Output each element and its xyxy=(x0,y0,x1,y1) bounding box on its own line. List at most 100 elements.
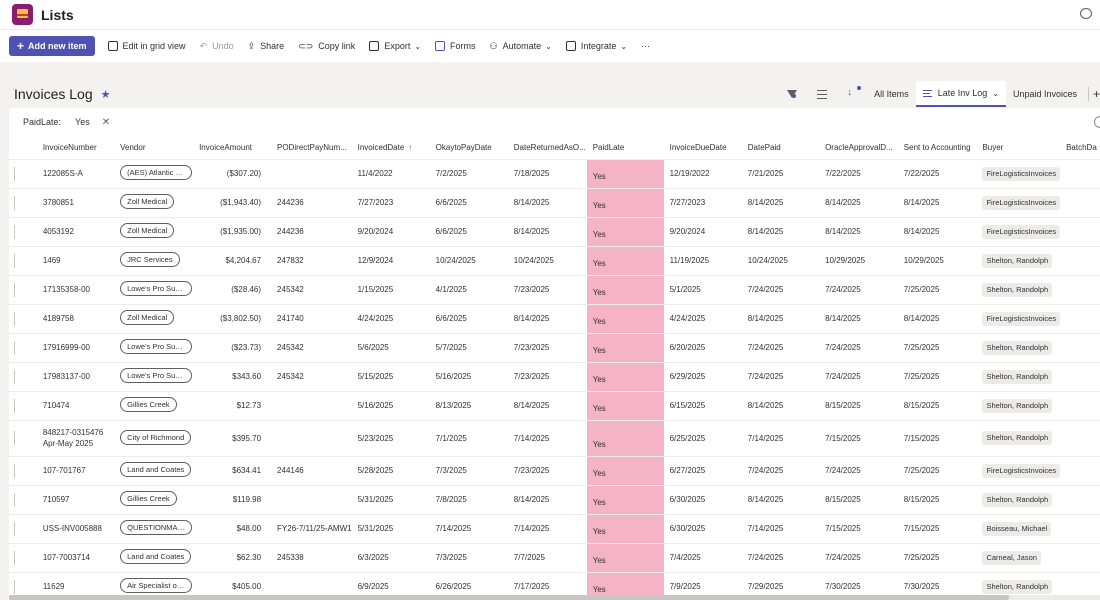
table-row[interactable]: 848217-0315476 Apr-May 2025 City of Richmo… xyxy=(9,420,1100,457)
cell-invoice-number[interactable]: 17135358-00 xyxy=(36,275,115,305)
table-row[interactable]: 17135358-00 Lowe's Pro Sup... ($28.46) 2453… xyxy=(9,275,1100,305)
cell-invoice-number[interactable]: 107-701767 xyxy=(36,456,115,486)
row-select[interactable] xyxy=(9,485,37,515)
vendor-pill[interactable]: (AES) Atlantic E... xyxy=(120,165,193,180)
table-row[interactable]: 4053192 Zoll Medical ($1,935.00) 244236 9/20… xyxy=(9,217,1100,247)
table-row[interactable]: 107-7003714 Land and Coates $62.30 245338 6/… xyxy=(9,543,1100,573)
column-header-datereturned[interactable]: DateReturnedAsO... xyxy=(507,136,587,160)
row-select[interactable] xyxy=(9,304,37,334)
table-row[interactable]: 17916999-00 Lowe's Pro Sup... ($23.73) 2453… xyxy=(9,333,1100,363)
sort-icon[interactable] xyxy=(847,85,862,99)
cell-invoice-number[interactable]: 3780851 xyxy=(36,188,115,218)
export-button[interactable]: Export ⌄ xyxy=(369,41,421,51)
cell-invoice-number[interactable]: 848217-0315476 Apr-May 2025 xyxy=(36,420,115,457)
add-new-item-button[interactable]: + Add new item xyxy=(9,36,95,56)
column-header-invoicenumber[interactable]: InvoiceNumber xyxy=(36,136,115,160)
buyer-chip[interactable]: Shelton, Randolph xyxy=(982,369,1053,384)
row-select[interactable] xyxy=(9,246,37,276)
tab-late-inv-log[interactable]: Late Inv Log ⌄ xyxy=(915,81,1006,107)
table-row[interactable]: USS-INV005888 QUESTIONMARK $48.00 FY26-7/11… xyxy=(9,514,1100,544)
column-header-po[interactable]: PODirectPayNum... xyxy=(271,136,352,160)
row-select[interactable] xyxy=(9,543,37,573)
column-header-batchdate[interactable]: BatchDa xyxy=(1060,136,1100,160)
column-header-invoiceduedate[interactable]: InvoiceDueDate xyxy=(663,136,742,160)
copy-link-button[interactable]: ⊂⊃ Copy link xyxy=(298,41,355,52)
column-header-invoiceamount[interactable]: InvoiceAmount xyxy=(193,136,272,160)
undo-button[interactable]: ↶ Undo xyxy=(200,41,234,52)
vendor-pill[interactable]: Zoll Medical xyxy=(120,194,175,209)
vendor-pill[interactable]: Lowe's Pro Sup... xyxy=(120,281,193,296)
row-select[interactable] xyxy=(9,362,37,392)
automate-button[interactable]: ⚇ Automate ⌄ xyxy=(490,41,552,52)
column-header-buyer[interactable]: Buyer xyxy=(976,136,1061,160)
column-header-okaytopaydate[interactable]: OkaytoPayDate xyxy=(429,136,508,160)
forms-button[interactable]: Forms xyxy=(435,41,476,51)
filter-pane-toggle-icon[interactable] xyxy=(1094,116,1100,128)
row-select[interactable] xyxy=(9,333,37,363)
filter-icon[interactable] xyxy=(787,90,798,98)
row-select[interactable] xyxy=(9,188,37,218)
select-all-column[interactable] xyxy=(9,136,37,160)
lists-app-icon[interactable] xyxy=(12,4,33,25)
edit-grid-view-button[interactable]: Edit in grid view xyxy=(107,41,186,51)
cell-invoice-number[interactable]: 4189758 xyxy=(36,304,115,334)
comments-icon[interactable] xyxy=(1080,8,1092,19)
vendor-pill[interactable]: Gillies Creek xyxy=(120,397,177,412)
table-row[interactable]: 17983137-00 Lowe's Pro Sup... $343.60 24534… xyxy=(9,362,1100,392)
table-row[interactable]: 710597 Gillies Creek $119.98 5/31/2025 7/8/2… xyxy=(9,485,1100,515)
cell-invoice-number[interactable]: 4053192 xyxy=(36,217,115,247)
table-row[interactable]: 107-701767 Land and Coates $634.41 244146 5/… xyxy=(9,456,1100,486)
cell-invoice-number[interactable]: 710474 xyxy=(36,391,115,421)
column-header-invoiceddate[interactable]: InvoicedDate ↑ xyxy=(351,136,430,160)
table-row[interactable]: 3780851 Zoll Medical ($1,943.40) 244236 7/27… xyxy=(9,188,1100,218)
buyer-chip[interactable]: Shelton, Randolph xyxy=(982,431,1053,445)
cell-invoice-number[interactable]: 17983137-00 xyxy=(36,362,115,392)
buyer-chip[interactable]: FireLogisticsInvoices xyxy=(982,224,1061,239)
view-options-icon[interactable] xyxy=(817,89,828,99)
table-row[interactable]: 1469 JRC Services $4,204.67 247832 12/9/2024… xyxy=(9,246,1100,276)
vendor-pill[interactable]: Land and Coates xyxy=(120,462,192,477)
vendor-pill[interactable]: Land and Coates xyxy=(120,549,192,564)
share-button[interactable]: ⇪ Share xyxy=(248,41,285,52)
app-title[interactable]: Lists xyxy=(41,6,74,23)
tab-all-items[interactable]: All Items xyxy=(867,81,916,107)
buyer-chip[interactable]: FireLogisticsInvoices xyxy=(982,311,1061,326)
cell-invoice-number[interactable]: 107-7003714 xyxy=(36,543,115,573)
buyer-chip[interactable]: FireLogisticsInvoices xyxy=(982,195,1061,210)
row-select[interactable] xyxy=(9,514,37,544)
buyer-chip[interactable]: Shelton, Randolph xyxy=(982,340,1053,355)
integrate-button[interactable]: Integrate ⌄ xyxy=(565,41,627,51)
buyer-chip[interactable]: Shelton, Randolph xyxy=(982,398,1053,413)
row-select[interactable] xyxy=(9,420,37,457)
cell-invoice-number[interactable]: 1469 xyxy=(36,246,115,276)
row-select[interactable] xyxy=(9,275,37,305)
vendor-pill[interactable]: Lowe's Pro Sup... xyxy=(120,368,193,383)
buyer-chip[interactable]: Boisseau, Michael xyxy=(982,521,1052,536)
cell-invoice-number[interactable]: 122085S-A xyxy=(36,159,115,189)
vendor-pill[interactable]: Lowe's Pro Sup... xyxy=(120,339,193,354)
buyer-chip[interactable]: Shelton, Randolph xyxy=(982,282,1053,297)
column-header-sent-to-accounting[interactable]: Sent to Accounting xyxy=(897,136,977,160)
table-row[interactable]: 4189758 Zoll Medical ($3,802.50) 241740 4/24… xyxy=(9,304,1100,334)
filter-value[interactable]: Yes xyxy=(75,117,90,127)
vendor-pill[interactable]: Zoll Medical xyxy=(120,223,175,238)
vendor-pill[interactable]: Zoll Medical xyxy=(120,310,175,325)
cell-invoice-number[interactable]: USS-INV005888 xyxy=(36,514,115,544)
column-header-oracleapproval[interactable]: OracleApprovalD... xyxy=(819,136,898,160)
clear-filter-icon[interactable]: ✕ xyxy=(101,116,111,128)
cell-invoice-number[interactable]: 17916999-00 xyxy=(36,333,115,363)
vendor-pill[interactable]: Air Specialist of ... xyxy=(120,578,193,593)
add-view-button[interactable]: + xyxy=(1087,87,1100,101)
row-select[interactable] xyxy=(9,456,37,486)
cell-invoice-number[interactable]: 710597 xyxy=(36,485,115,515)
vendor-pill[interactable]: JRC Services xyxy=(120,252,180,267)
vendor-pill[interactable]: QUESTIONMARK xyxy=(120,520,193,535)
row-select[interactable] xyxy=(9,159,37,189)
more-commands-button[interactable]: ··· xyxy=(641,41,651,51)
buyer-chip[interactable]: Carneal, Jason xyxy=(982,550,1041,565)
table-row[interactable]: 122085S-A (AES) Atlantic E... ($307.20) 11/… xyxy=(9,159,1100,189)
favorite-star-icon[interactable]: ★ xyxy=(100,88,111,101)
row-select[interactable] xyxy=(9,391,37,421)
buyer-chip[interactable]: FireLogisticsInvoices xyxy=(982,166,1061,181)
vendor-pill[interactable]: City of Richmond xyxy=(120,429,192,445)
